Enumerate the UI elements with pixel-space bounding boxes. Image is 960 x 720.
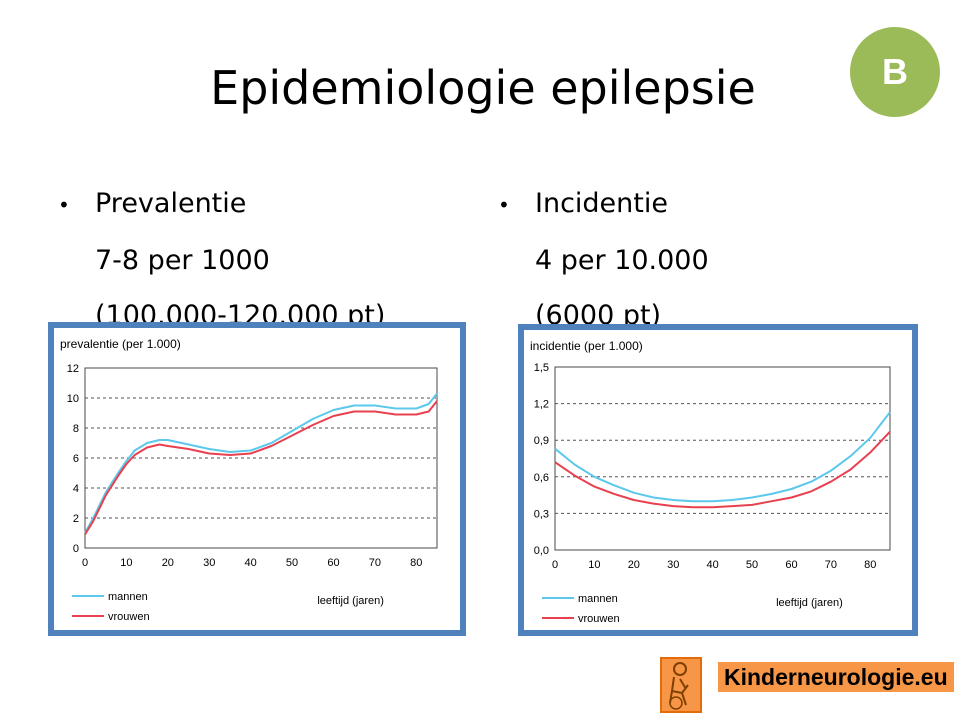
y-tick-label: 0,6 xyxy=(534,472,549,484)
x-tick-label: 50 xyxy=(286,557,298,569)
chart-title: prevalentie (per 1.000) xyxy=(60,337,181,351)
x-tick-label: 20 xyxy=(162,557,174,569)
y-tick-label: 0 xyxy=(73,543,79,555)
series-line-mannen xyxy=(554,411,891,503)
chart-svg: prevalentie (per 1.000) 0 2 4 6 8 10 12 0 10 20 30 4… xyxy=(54,328,460,630)
prevalence-rate: 7-8 per 1000 xyxy=(95,245,270,276)
chart-title: incidentie (per 1.000) xyxy=(530,339,643,353)
x-tick-label: 0 xyxy=(82,557,88,569)
incidence-rate: 4 per 10.000 xyxy=(535,245,709,276)
legend-label-vrouwen: vrouwen xyxy=(578,613,620,625)
y-tick-label: 1,2 xyxy=(534,399,549,411)
y-tick-label: 2 xyxy=(73,513,79,525)
x-tick-label: 70 xyxy=(825,559,837,571)
y-tick-label: 0,3 xyxy=(534,508,549,520)
section-badge: B xyxy=(850,27,940,117)
x-axis-label: leeftijd (jaren) xyxy=(776,597,843,609)
legend-label-vrouwen: vrouwen xyxy=(108,611,150,623)
x-tick-label: 30 xyxy=(203,557,215,569)
chart-svg: incidentie (per 1.000) 0,0 0,3 0,6 0,9 1,2 1,5… xyxy=(524,330,912,630)
incidence-column: • Incidentie 4 per 10.000 (6000 pt) xyxy=(498,176,709,343)
x-tick-label: 40 xyxy=(245,557,257,569)
plot-area xyxy=(554,366,891,551)
legend-label-mannen: mannen xyxy=(108,591,148,603)
x-tick-label: 10 xyxy=(588,559,600,571)
y-tick-label: 4 xyxy=(73,483,79,495)
series-line-vrouwen xyxy=(554,431,891,509)
slide-title: Epidemiologie epilepsie xyxy=(210,61,756,115)
series-line-vrouwen xyxy=(84,400,438,536)
prevalence-column: • Prevalentie 7-8 per 1000 (100.000-120.… xyxy=(58,176,385,343)
x-tick-label: 60 xyxy=(785,559,797,571)
x-tick-label: 10 xyxy=(120,557,132,569)
x-tick-label: 0 xyxy=(552,559,558,571)
x-tick-label: 20 xyxy=(628,559,640,571)
prevalence-bullet: • Prevalentie xyxy=(58,176,385,233)
bullet-dot-icon: • xyxy=(58,193,70,217)
y-tick-label: 1,5 xyxy=(534,362,549,374)
y-tick-label: 12 xyxy=(67,363,79,375)
prevalence-label: Prevalentie xyxy=(95,188,247,219)
y-tick-label: 0,9 xyxy=(534,435,549,447)
x-axis-label: leeftijd (jaren) xyxy=(317,595,384,607)
y-tick-label: 0,0 xyxy=(534,545,549,557)
y-tick-label: 10 xyxy=(67,393,79,405)
incidence-bullet: • Incidentie xyxy=(498,176,709,233)
x-tick-label: 50 xyxy=(746,559,758,571)
incidence-chart: incidentie (per 1.000) 0,0 0,3 0,6 0,9 1,2 1,5… xyxy=(518,324,918,636)
logo-text: Kinderneurologie.eu xyxy=(718,662,954,692)
y-tick-label: 8 xyxy=(73,423,79,435)
prevalence-chart: prevalentie (per 1.000) 0 2 4 6 8 10 12 0 10 20 30 4… xyxy=(48,322,466,636)
x-tick-label: 80 xyxy=(410,557,422,569)
x-tick-label: 40 xyxy=(707,559,719,571)
series-line-mannen xyxy=(84,392,438,534)
y-tick-label: 6 xyxy=(73,453,79,465)
x-tick-label: 30 xyxy=(667,559,679,571)
x-tick-label: 60 xyxy=(327,557,339,569)
bullet-dot-icon: • xyxy=(498,193,510,217)
logo-figure-icon xyxy=(660,657,702,713)
site-logo: Kinderneurologie.eu xyxy=(660,657,954,717)
incidence-label: Incidentie xyxy=(535,188,668,219)
x-tick-label: 80 xyxy=(864,559,876,571)
x-tick-label: 70 xyxy=(369,557,381,569)
legend-label-mannen: mannen xyxy=(578,593,618,605)
